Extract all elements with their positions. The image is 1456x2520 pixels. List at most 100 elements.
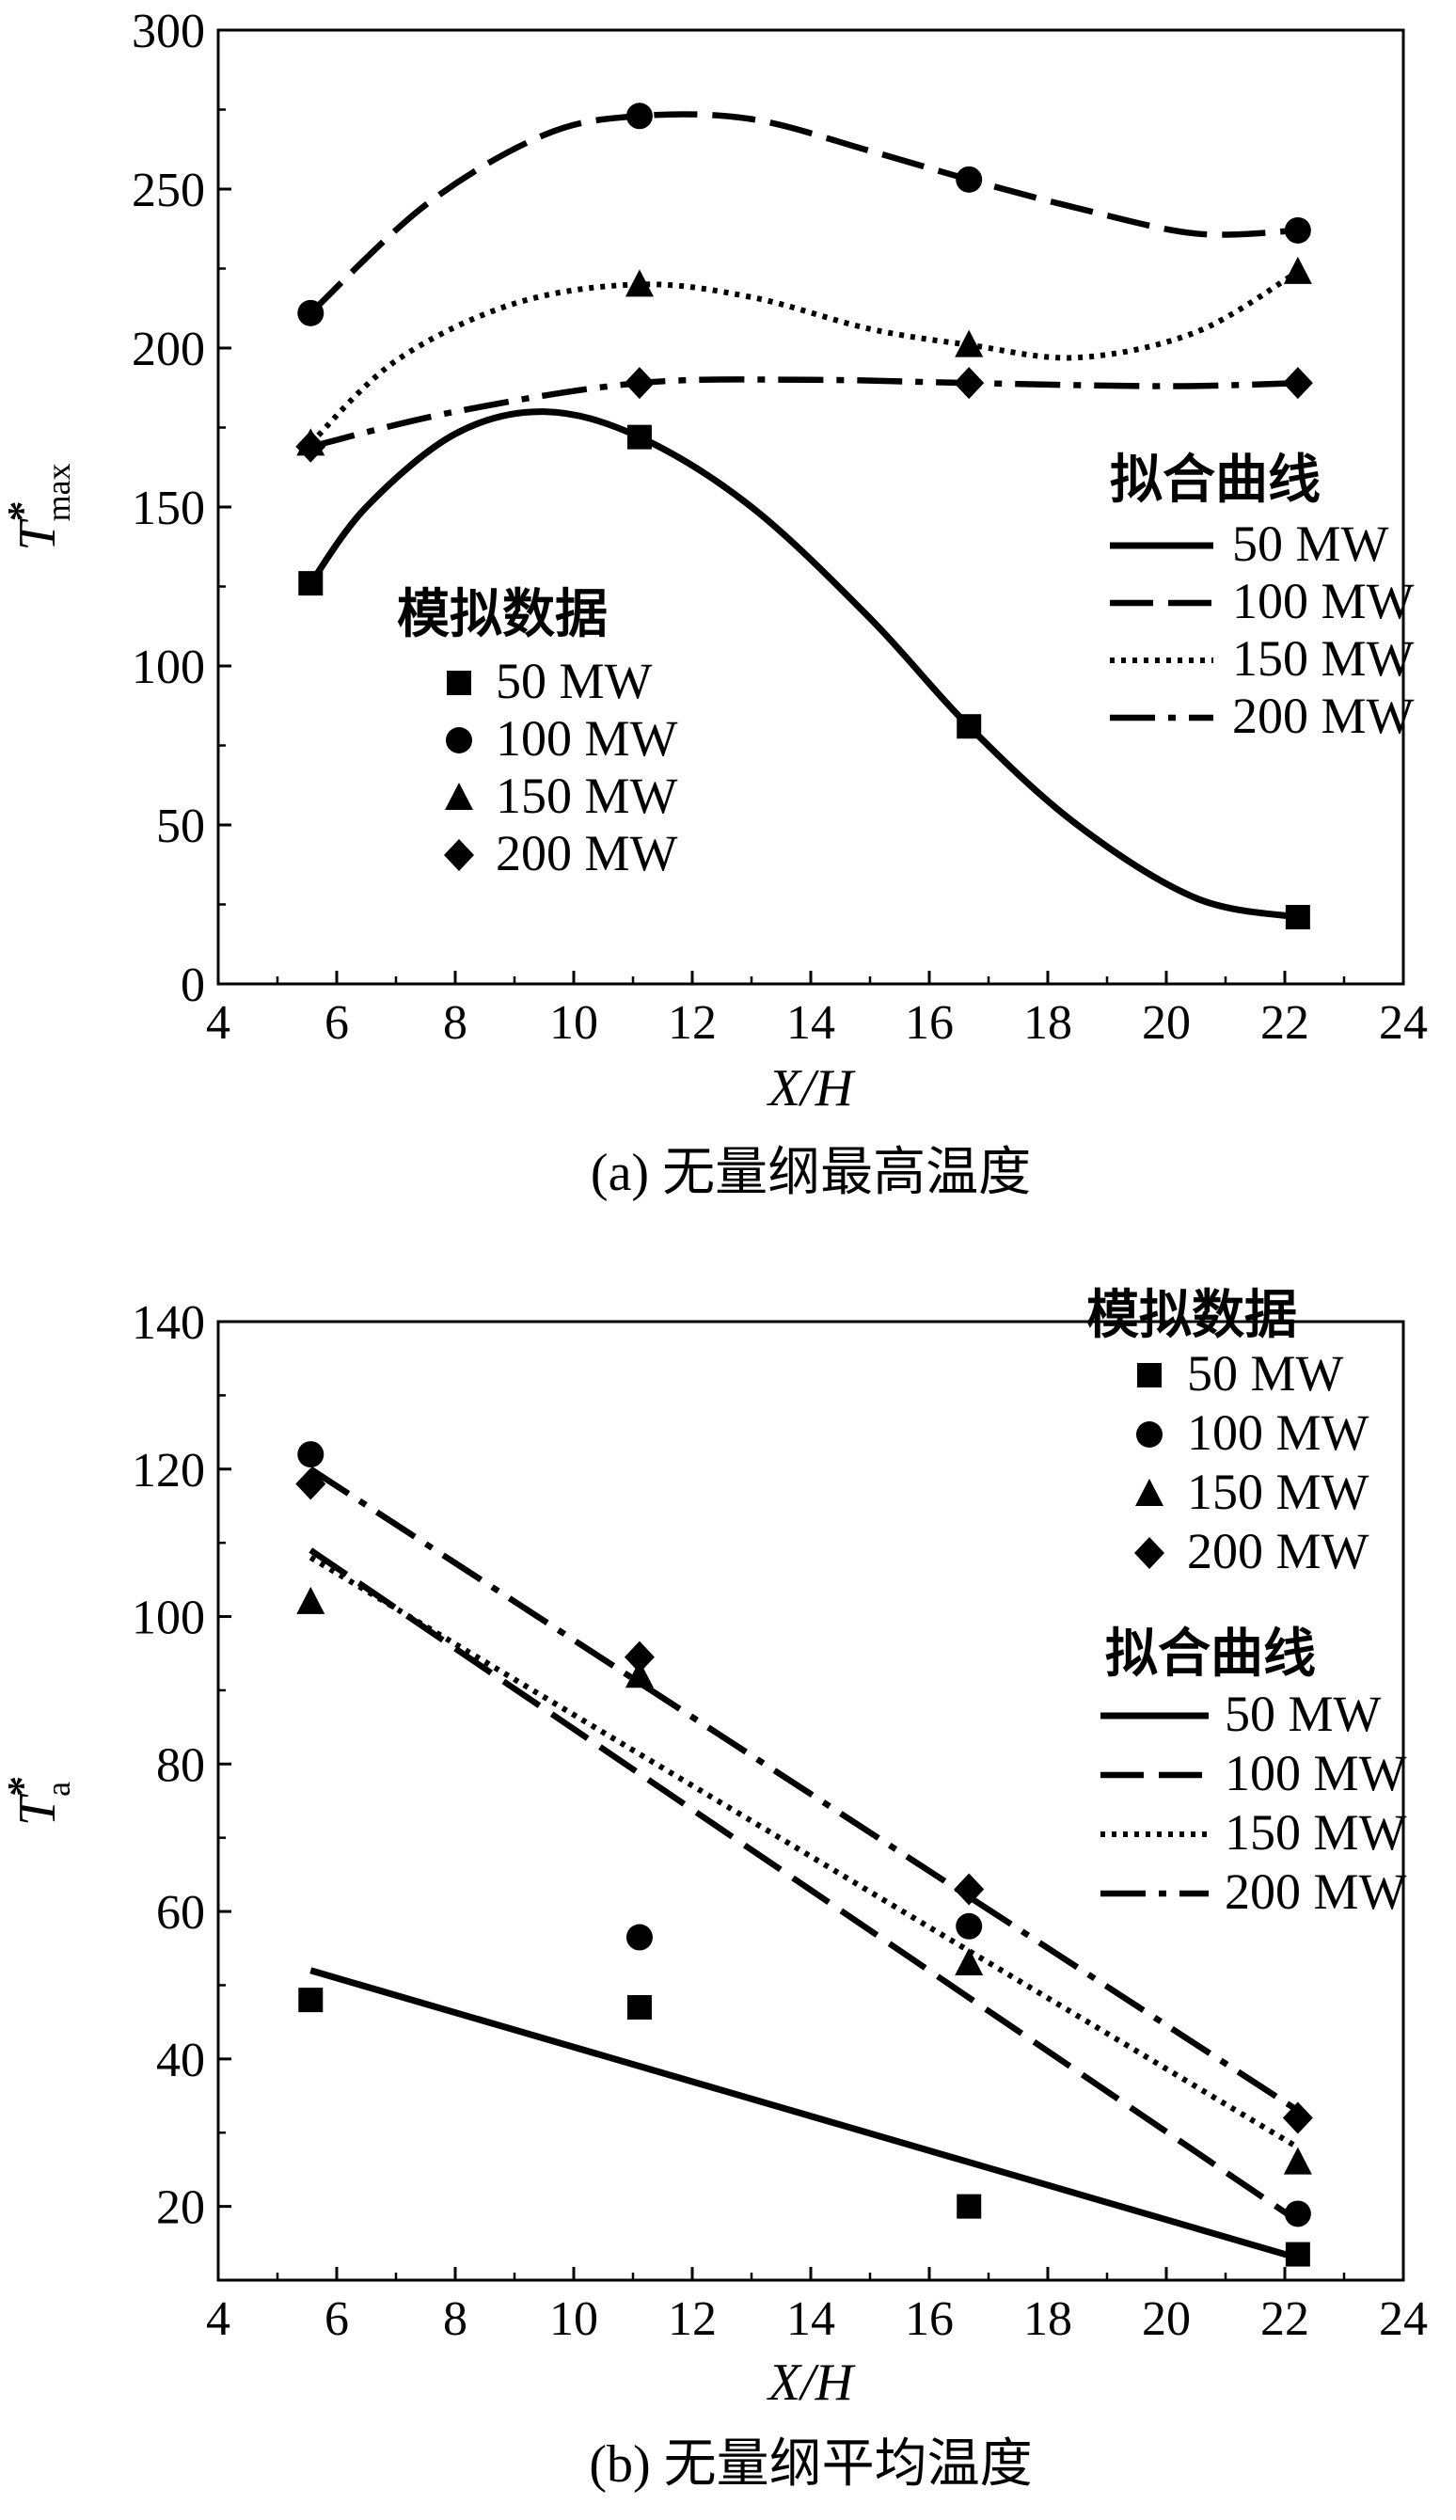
data-point-200-mw [295,1467,326,1500]
x-tick-label: 8 [443,2292,467,2346]
data-point-100-mw [956,1912,983,1940]
chart-caption: (b) 无量纲平均温度 [589,2435,1032,2494]
fit-line-50-mw [308,408,1299,921]
y-tick-label: 50 [156,800,205,853]
fit-line-100-mw [309,111,1298,316]
legend-markers-title: 模拟数据 [1086,1287,1297,1345]
x-tick-label: 10 [549,996,598,1050]
legend-marker-square [447,671,471,695]
y-tick-label: 120 [132,1444,205,1498]
x-tick-label: 4 [206,996,230,1050]
x-tick-label: 18 [1023,2292,1072,2346]
legend-marker-circle [446,727,472,753]
data-point-100-mw [297,299,324,326]
legend-line-label: 50 MW [1225,1686,1382,1742]
data-point-200-mw [624,367,655,400]
data-point-50-mw [957,2194,982,2219]
data-point-150-mw [1283,2147,1312,2175]
fit-line-200-mw [309,1466,1300,2114]
legend-markers-title: 模拟数据 [397,586,608,644]
legend-lines-title: 拟合曲线 [1110,452,1321,510]
y-tick-label: 300 [132,5,205,58]
data-point-150-mw [625,1660,654,1688]
x-tick-label: 20 [1142,996,1191,1050]
y-axis-title-main: T [8,518,67,551]
data-point-50-mw [1285,905,1310,930]
x-tick-label: 6 [324,996,349,1050]
data-point-50-mw [626,424,652,450]
x-tick-label: 8 [443,996,467,1050]
fit-line-100-mw [309,1547,1300,2224]
data-point-150-mw [625,269,654,297]
data-point-200-mw [295,430,326,463]
fit-line-50-mw [309,1967,1299,2261]
y-axis-title-sub: a [40,1782,77,1797]
legend-marker-circle [1136,1421,1163,1448]
y-tick-label: 80 [156,1738,205,1792]
x-tick-label: 4 [206,2292,230,2346]
y-axis-title-sup: * [0,500,45,521]
y-tick-label: 40 [156,2034,205,2087]
data-point-50-mw [626,1994,652,2020]
legend-marker-label: 150 MW [496,768,678,824]
data-point-100-mw [1284,216,1311,244]
x-axis-title: X/H [767,1059,856,1117]
data-point-200-mw [954,367,985,400]
y-tick-label: 140 [132,1296,205,1350]
data-point-100-mw [625,103,653,130]
x-tick-label: 12 [668,2292,717,2346]
data-point-150-mw [1283,256,1312,284]
legend-line-label: 50 MW [1232,515,1389,572]
x-tick-label: 22 [1260,2292,1309,2346]
y-axis-title-main: T [8,1793,67,1826]
x-tick-label: 14 [786,2292,835,2346]
data-point-200-mw [1282,2101,1313,2134]
y-tick-label: 20 [156,2181,205,2235]
y-tick-label: 100 [132,1592,205,1645]
chart-panel-a: 4 6 8 10 12 14 16 18 20 22 24 0 50 100 150 200 250 300 X/H… [0,5,1428,1202]
x-tick-label: 16 [905,2292,954,2346]
y-axis-title: T*max [0,463,77,550]
legend-line-label: 150 MW [1225,1804,1407,1861]
legend-marker-diamond [1134,1537,1164,1569]
y-tick-label: 250 [132,164,205,217]
legend-marker-square [1137,1363,1162,1387]
legend-marker-label: 100 MW [1187,1404,1369,1461]
y-tick-label: 100 [132,641,205,694]
legend-marker-label: 50 MW [1187,1345,1344,1402]
fit-line-200-mw [309,376,1298,450]
x-tick-label: 18 [1023,996,1072,1050]
data-point-50-mw [1285,2242,1310,2267]
legend-line-label: 200 MW [1225,1863,1407,1920]
x-tick-label: 12 [668,996,717,1050]
legend-marker-label: 200 MW [496,825,678,881]
legend-marker-diamond [444,839,474,871]
legend-marker-triangle [445,783,473,810]
data-point-100-mw [956,166,983,193]
x-tick-label: 10 [549,2292,598,2346]
x-tick-label: 14 [786,996,835,1050]
data-point-50-mw [298,1988,324,2013]
data-point-200-mw [624,1640,655,1673]
x-tick-label: 16 [905,996,954,1050]
chart-panel-b: 4 6 8 10 12 14 16 18 20 22 24 20 40 60 80 100 120 140 X/H T… [0,1287,1428,2494]
y-tick-label: 60 [156,1886,205,1940]
data-point-50-mw [957,714,982,739]
y-axis-title-sub: max [40,463,77,521]
data-point-50-mw [298,571,324,596]
legend-lines-title: 拟合曲线 [1105,1625,1316,1684]
x-tick-label: 24 [1379,2292,1428,2346]
x-axis-title: X/H [767,2354,856,2412]
data-point-150-mw [955,1947,984,1975]
y-axis-title-sup: * [0,1776,45,1797]
data-point-200-mw [954,1873,985,1906]
data-point-150-mw [296,1586,325,1614]
legend-line-label: 200 MW [1232,688,1415,744]
x-tick-label: 20 [1142,2292,1191,2346]
y-tick-label: 200 [132,323,205,376]
legend-marker-label: 100 MW [496,710,678,767]
legend-marker-label: 50 MW [496,653,653,709]
data-point-150-mw [955,329,984,357]
legend-marker-label: 200 MW [1187,1523,1369,1579]
